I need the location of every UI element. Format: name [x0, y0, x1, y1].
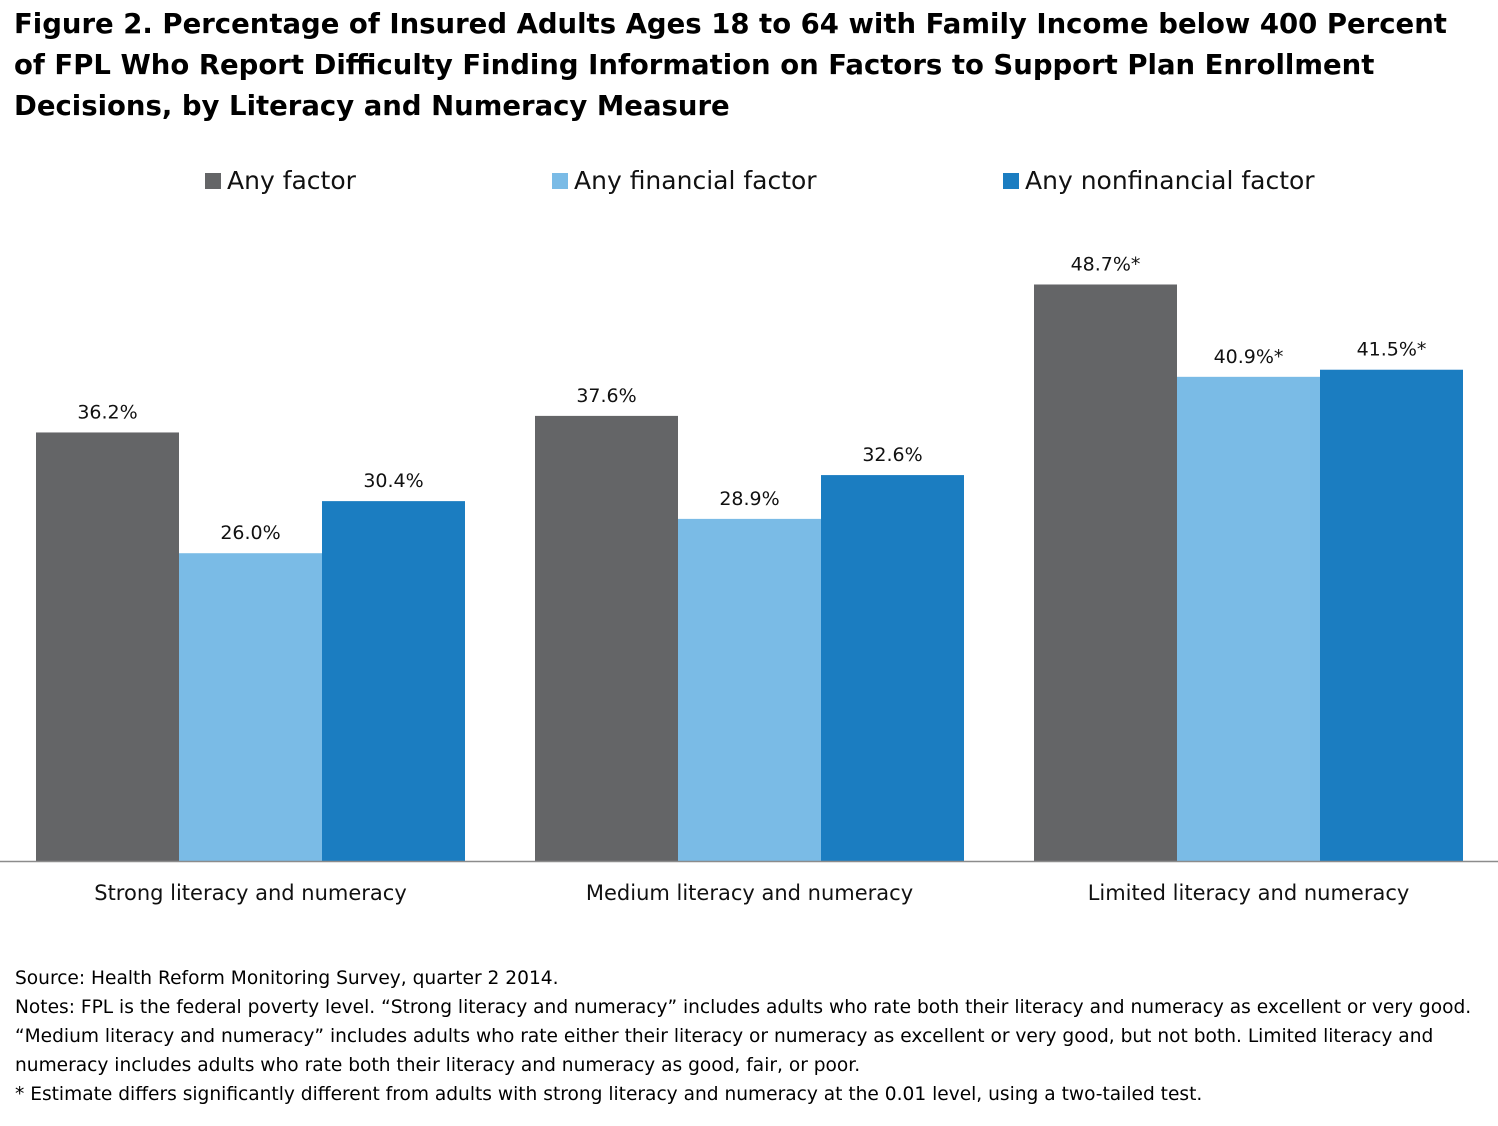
- bar-chart: Any factor Any financial factor Any nonfin…: [0, 166, 1498, 905]
- bar-any-nonfinancial-factor-strong-literacy-and-numeracy: [322, 501, 465, 861]
- data-label-any-nonfinancial-factor-medium-literacy-and-numeracy: 32.6%: [862, 444, 922, 466]
- category-label-limited-literacy-and-numeracy: Limited literacy and numeracy: [1088, 881, 1410, 905]
- chart-bars: [36, 284, 1463, 861]
- data-label-any-nonfinancial-factor-limited-literacy-and-numeracy: 41.5%*: [1357, 339, 1427, 361]
- bar-any-financial-factor-medium-literacy-and-numeracy: [678, 518, 821, 861]
- chart-legend: Any factor Any financial factor Any nonfin…: [205, 166, 1315, 195]
- significance-note: * Estimate differs significantly differe…: [15, 1084, 1203, 1105]
- legend-label-any-nonfinancial-factor: Any nonfinancial factor: [1025, 166, 1315, 195]
- bar-any-nonfinancial-factor-medium-literacy-and-numeracy: [821, 475, 964, 861]
- category-label-strong-literacy-and-numeracy: Strong literacy and numeracy: [94, 881, 407, 905]
- data-label-any-factor-strong-literacy-and-numeracy: 36.2%: [77, 401, 137, 423]
- value-labels: 36.2% 26.0% 30.4% 37.6% 28.9% 32.6% 48.7%* 40.9…: [77, 253, 1426, 544]
- legend-label-any-factor: Any factor: [227, 166, 357, 195]
- category-label-medium-literacy-and-numeracy: Medium literacy and numeracy: [586, 881, 913, 905]
- bar-any-financial-factor-limited-literacy-and-numeracy: [1177, 376, 1320, 861]
- data-label-any-financial-factor-medium-literacy-and-numeracy: 28.9%: [719, 488, 779, 510]
- chart-title: Figure 2. Percentage of Insured Adults A…: [14, 8, 1447, 122]
- data-label-any-financial-factor-strong-literacy-and-numeracy: 26.0%: [220, 522, 280, 544]
- category-labels: Strong literacy and numeracy Medium liter…: [94, 881, 1409, 905]
- bar-any-financial-factor-strong-literacy-and-numeracy: [179, 553, 322, 861]
- legend-label-any-financial-factor: Any financial factor: [574, 166, 817, 195]
- data-label-any-factor-medium-literacy-and-numeracy: 37.6%: [576, 385, 636, 407]
- data-label-any-nonfinancial-factor-strong-literacy-and-numeracy: 30.4%: [363, 470, 423, 492]
- notes-text: Notes: FPL is the federal poverty level.…: [15, 997, 1472, 1076]
- legend-swatch-any-financial-factor: [552, 173, 568, 189]
- legend-swatch-any-factor: [205, 173, 221, 189]
- footnotes: Source: Health Reform Monitoring Survey,…: [15, 964, 1490, 1109]
- source-note: Source: Health Reform Monitoring Survey,…: [15, 968, 559, 989]
- bar-any-factor-strong-literacy-and-numeracy: [36, 432, 179, 861]
- bar-any-factor-medium-literacy-and-numeracy: [535, 415, 678, 861]
- data-label-any-factor-limited-literacy-and-numeracy: 48.7%*: [1071, 253, 1141, 275]
- legend-swatch-any-nonfinancial-factor: [1003, 173, 1019, 189]
- bar-any-factor-limited-literacy-and-numeracy: [1034, 284, 1177, 861]
- data-label-any-financial-factor-limited-literacy-and-numeracy: 40.9%*: [1214, 346, 1284, 368]
- bar-any-nonfinancial-factor-limited-literacy-and-numeracy: [1320, 369, 1463, 861]
